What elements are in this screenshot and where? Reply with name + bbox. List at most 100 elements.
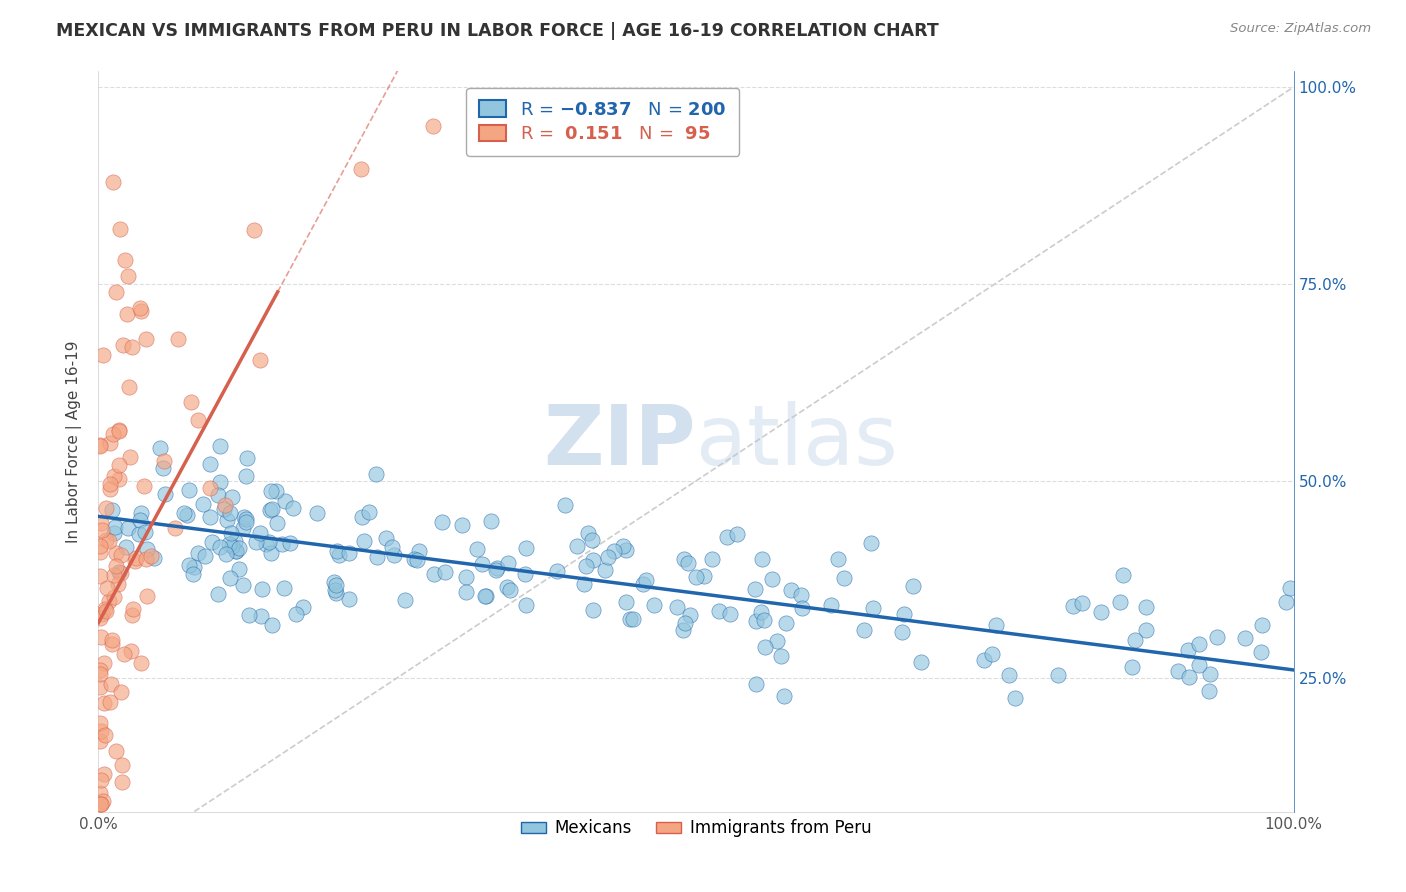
Point <box>108 222 131 236</box>
Point <box>96 533 118 547</box>
Point <box>1274 595 1296 609</box>
Point <box>765 633 787 648</box>
Point <box>108 424 131 438</box>
Point <box>242 223 264 237</box>
Point <box>499 582 522 597</box>
Point <box>984 618 1007 632</box>
Point <box>235 516 257 530</box>
Point <box>576 526 599 541</box>
Point <box>1250 618 1272 632</box>
Point <box>89 797 111 811</box>
Point <box>101 632 124 647</box>
Point <box>228 562 250 576</box>
Point <box>129 301 152 315</box>
Point <box>100 676 122 690</box>
Point <box>271 537 294 551</box>
Point <box>337 546 360 560</box>
Point <box>97 534 120 549</box>
Point <box>89 438 111 452</box>
Point <box>852 623 875 637</box>
Point <box>337 592 360 607</box>
Point <box>110 566 132 581</box>
Point <box>107 577 129 591</box>
Point <box>233 510 256 524</box>
Point <box>678 607 700 622</box>
Point <box>636 574 658 588</box>
Point <box>278 536 301 550</box>
Point <box>1062 599 1084 613</box>
Point <box>214 499 236 513</box>
Point <box>225 543 247 558</box>
Point <box>135 332 157 346</box>
Point <box>325 578 347 592</box>
Point <box>910 655 932 669</box>
Point <box>235 512 257 526</box>
Point <box>117 521 139 535</box>
Point <box>603 543 626 558</box>
Point <box>89 569 111 583</box>
Point <box>266 516 288 530</box>
Point <box>111 775 134 789</box>
Point <box>235 469 257 483</box>
Point <box>89 439 111 453</box>
Point <box>128 526 150 541</box>
Point <box>214 547 236 561</box>
Point <box>486 561 509 575</box>
Point <box>90 724 112 739</box>
Point <box>1205 630 1227 644</box>
Point <box>283 501 305 516</box>
Point <box>165 521 187 535</box>
Point <box>631 577 654 591</box>
Point <box>96 604 118 618</box>
Point <box>183 560 205 574</box>
Point <box>187 546 209 560</box>
Point <box>259 534 281 549</box>
Point <box>90 797 112 811</box>
Point <box>224 533 246 548</box>
Point <box>254 536 277 550</box>
Point <box>1004 690 1026 705</box>
Point <box>394 592 416 607</box>
Point <box>93 696 115 710</box>
Point <box>596 550 619 565</box>
Point <box>96 581 118 595</box>
Point <box>91 523 114 537</box>
Y-axis label: In Labor Force | Age 16-19: In Labor Force | Age 16-19 <box>66 340 83 543</box>
Point <box>194 549 217 563</box>
Point <box>90 631 112 645</box>
Point <box>104 520 127 534</box>
Point <box>201 535 224 549</box>
Point <box>1233 631 1256 645</box>
Point <box>120 644 142 658</box>
Point <box>353 533 375 548</box>
Point <box>862 600 884 615</box>
Point <box>364 467 387 481</box>
Point <box>692 569 714 583</box>
Point <box>260 483 283 498</box>
Point <box>893 607 915 621</box>
Point <box>225 544 247 558</box>
Point <box>93 728 115 742</box>
Point <box>292 599 315 614</box>
Point <box>465 542 488 557</box>
Point <box>103 469 125 483</box>
Point <box>374 531 396 545</box>
Point <box>274 493 297 508</box>
Point <box>408 543 430 558</box>
Point <box>581 533 603 547</box>
Point <box>1135 624 1157 638</box>
Point <box>1167 664 1189 678</box>
Point <box>621 612 644 626</box>
Point <box>744 614 766 628</box>
Point <box>479 514 502 528</box>
Point <box>1090 605 1112 619</box>
Point <box>328 548 350 562</box>
Point <box>186 413 208 427</box>
Point <box>981 647 1004 661</box>
Point <box>1188 637 1211 651</box>
Point <box>672 552 695 566</box>
Point <box>153 487 176 501</box>
Point <box>107 472 129 486</box>
Point <box>129 506 152 520</box>
Point <box>142 550 165 565</box>
